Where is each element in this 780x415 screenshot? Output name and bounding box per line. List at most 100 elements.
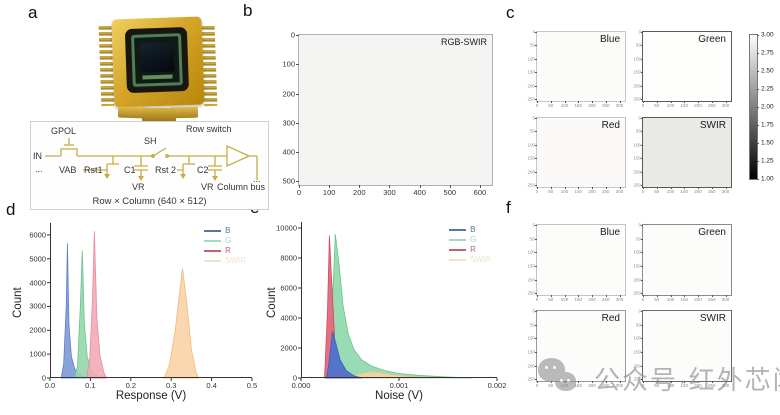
legend-row: SWIR [204, 257, 246, 265]
axes-spines [50, 223, 252, 378]
x-tick-mark [725, 381, 727, 383]
x-tick-label: 50 [654, 383, 660, 388]
histogram-series-SWIR [163, 268, 200, 379]
colorbar-tick-mark [757, 35, 759, 36]
y-tick-label: 5000 [29, 254, 46, 264]
y-tick-mark [641, 118, 643, 119]
legend: B G R SWIR [204, 227, 246, 267]
response-histogram-svg [47, 223, 253, 381]
x-tick-mark [537, 187, 538, 189]
x-tick-mark [643, 101, 644, 103]
x-tick-mark [656, 381, 658, 383]
response-xlabel: Response (V) [115, 390, 187, 402]
legend-row: R [204, 247, 246, 255]
x-tick-label: 200 [694, 103, 702, 108]
y-tick-label: 250 [527, 182, 535, 188]
y-tick-label: 150 [527, 349, 535, 355]
y-tick-mark [641, 158, 643, 160]
x-tick-mark [605, 101, 607, 103]
x-tick-mark [643, 187, 644, 189]
y-tick-label: 250 [633, 96, 641, 102]
y-tick-label: 2000 [280, 343, 297, 353]
y-tick-mark [296, 64, 299, 66]
circuit-schematic: IN ... GPOL SH VAB Rst1 C1 Rst 2 C2 VR V… [30, 121, 269, 210]
y-tick-mark [535, 144, 537, 146]
x-tick-label: 0.2 [125, 381, 137, 390]
legend-line [449, 239, 467, 241]
x-tick-label: 300 [615, 297, 624, 302]
y-tick-mark [535, 45, 537, 47]
wechat-icon-eye [553, 366, 556, 369]
x-tick-mark [479, 185, 481, 188]
legend-line [204, 230, 222, 232]
x-tick-mark [656, 187, 658, 189]
panel-c-subpanel-green: Green 0 50 100 150 200 250 300 0 50 100 150 200 250 [633, 30, 732, 108]
colorbar-tick-label: 2.00 [761, 103, 774, 111]
response-ylabel: Count [12, 287, 24, 318]
y-tick-mark [535, 32, 537, 33]
schematic-in-label: IN [33, 151, 42, 161]
y-tick-mark [296, 152, 299, 154]
x-tick-mark [329, 185, 331, 188]
x-tick-label: 0.0 [44, 381, 56, 390]
schematic-c2-label: C2 [197, 165, 209, 175]
watermark-text: 公众号·红外芯闻 [594, 364, 780, 395]
y-tick-mark [641, 131, 643, 133]
x-tick-label: 100 [666, 189, 675, 194]
y-tick-label: 150 [633, 349, 641, 355]
y-tick-label: 0 [638, 308, 641, 314]
y-tick-mark [641, 279, 643, 281]
x-tick-mark [578, 187, 580, 189]
legend-row: SWIR [449, 256, 491, 264]
x-tick-mark [656, 101, 658, 103]
y-tick-mark [535, 365, 537, 367]
legend-label: B [225, 226, 231, 235]
y-tick-label: 50 [529, 322, 535, 328]
x-tick-mark [670, 295, 672, 297]
y-tick-label: 200 [633, 363, 641, 369]
x-tick-mark [684, 295, 686, 297]
chip-package [111, 16, 205, 108]
x-tick-label: 100 [560, 103, 569, 108]
x-tick-mark [656, 295, 658, 297]
subpanel-title: Green [698, 227, 726, 238]
x-tick-mark [564, 101, 566, 103]
x-tick-mark [564, 295, 566, 297]
legend-line [204, 240, 222, 242]
x-tick-mark [643, 381, 644, 383]
x-tick-label: 250 [601, 189, 610, 194]
y-tick-label: 400 [282, 147, 295, 157]
y-tick-mark [535, 252, 537, 254]
y-tick-label: 0 [290, 30, 295, 40]
y-tick-mark [641, 58, 643, 60]
x-tick-label: 0.001 [389, 381, 409, 390]
x-tick-label: 50 [548, 383, 554, 388]
y-tick-mark [641, 85, 643, 87]
subpanel-title: Green [698, 34, 726, 45]
y-tick-label: 200 [527, 83, 535, 89]
y-tick-label: 100 [633, 56, 641, 62]
schematic-gpol-label: GPOL [51, 126, 76, 136]
x-tick-label: 0 [535, 383, 539, 388]
y-tick-mark [535, 131, 537, 133]
panel-d-label: d [6, 200, 16, 219]
y-tick-label: 3000 [29, 301, 46, 311]
x-tick-mark [550, 295, 552, 297]
y-tick-label: 250 [527, 376, 535, 382]
colorbar-tick-label: 1.25 [761, 157, 774, 165]
y-tick-mark [641, 365, 643, 367]
colorbar-tick-label: 3.00 [761, 31, 774, 39]
schematic-dots-right: ... [253, 174, 261, 184]
y-tick-label: 50 [529, 128, 535, 134]
x-tick-label: 250 [707, 189, 716, 194]
x-tick-label: 200 [588, 297, 596, 302]
x-tick-mark [550, 187, 552, 189]
x-tick-label: 600 [473, 188, 487, 197]
x-tick-label: 200 [353, 188, 366, 197]
y-tick-mark [535, 85, 537, 87]
y-tick-label: 150 [527, 263, 535, 269]
y-tick-label: 150 [633, 263, 641, 269]
colorbar-tick-label: 1.75 [761, 121, 774, 129]
y-tick-label: 0 [532, 115, 535, 121]
x-tick-label: 250 [707, 297, 716, 302]
